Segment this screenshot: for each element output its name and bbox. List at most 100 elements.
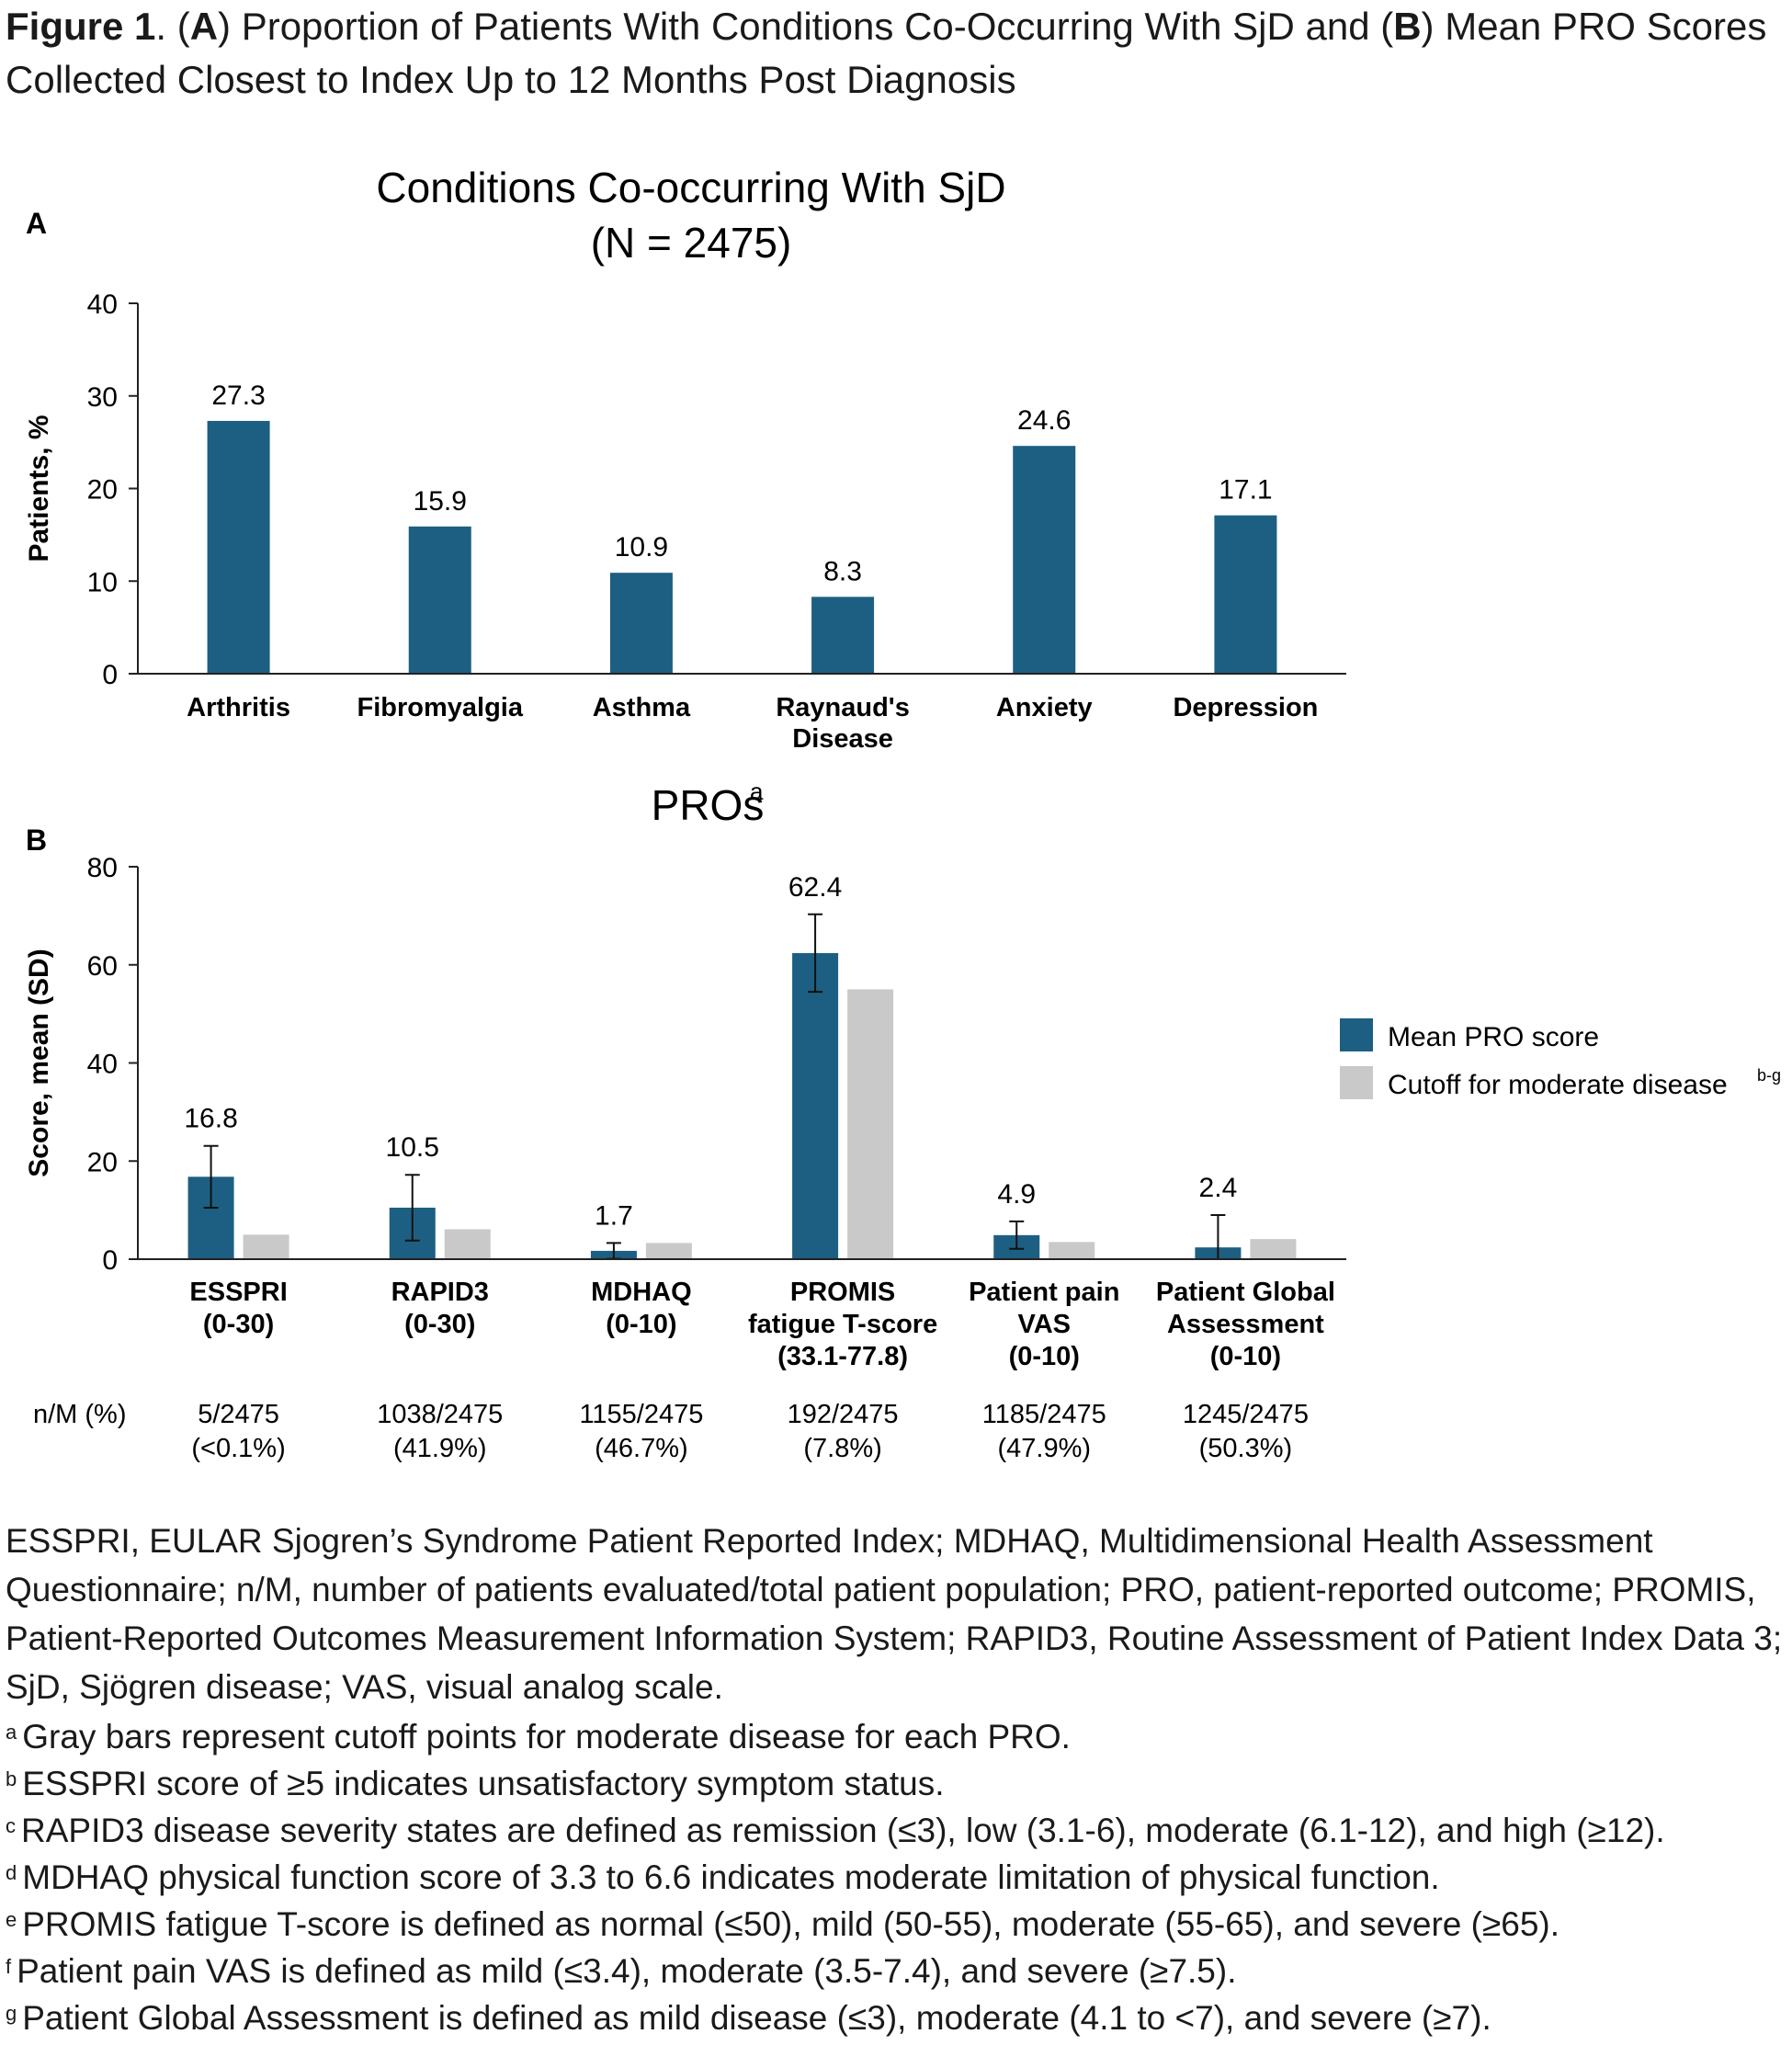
bar-cutoff <box>1250 1239 1297 1259</box>
y-tick-label: 20 <box>87 475 118 506</box>
panel-label: B <box>26 824 47 857</box>
chart-title-superscript: a <box>750 778 764 805</box>
footnote-mark: f <box>6 1955 12 1978</box>
y-axis-label: Score, mean (SD) <box>24 949 54 1176</box>
figure-title: Figure 1. (A) Proportion of Patients Wit… <box>6 0 1779 107</box>
footnote-mark: a <box>6 1721 17 1744</box>
x-tick-label: (0-30) <box>404 1310 475 1339</box>
x-tick-label: Patient pain <box>969 1278 1119 1307</box>
nm-percent: (46.7%) <box>595 1434 688 1463</box>
footnote-text: RAPID3 disease severity states are defin… <box>21 1812 1665 1849</box>
bar-value-label: 4.9 <box>997 1179 1036 1210</box>
bar-value-label: 10.9 <box>615 532 668 562</box>
y-tick-label: 40 <box>87 1050 118 1080</box>
nm-value: 1185/2475 <box>982 1400 1106 1429</box>
part-a-marker: A <box>189 5 219 48</box>
x-tick-label: Patient Global <box>1156 1278 1335 1307</box>
y-tick-label: 30 <box>87 382 118 413</box>
footnote-text: ESSPRI score of ≥5 indicates unsatisfact… <box>22 1765 945 1802</box>
abbreviations-text: ESSPRI, EULAR Sjogren’s Syndrome Patient… <box>6 1522 1783 1706</box>
nm-value: 1038/2475 <box>377 1400 503 1429</box>
bar <box>811 597 875 674</box>
legend-label-superscript: b-g <box>1757 1066 1781 1085</box>
nm-percent: (<0.1%) <box>191 1434 285 1463</box>
bar-value-label: 24.6 <box>1017 405 1071 436</box>
x-tick-label: Anxiety <box>996 693 1093 722</box>
x-tick-label: PROMIS <box>790 1278 895 1307</box>
bar-cutoff <box>847 989 894 1259</box>
bar <box>207 420 270 674</box>
bar <box>609 573 673 674</box>
bar <box>1214 515 1277 674</box>
nm-percent: (47.9%) <box>997 1434 1091 1463</box>
bar-value-label: 16.8 <box>184 1104 237 1134</box>
footnote-text: PROMIS fatigue T-score is defined as nor… <box>22 1905 1560 1943</box>
footnote-mark: e <box>6 1908 17 1931</box>
legend-label-cutoff: Cutoff for moderate disease <box>1388 1070 1728 1100</box>
bar-cutoff <box>645 1243 692 1259</box>
footnote-text: Gray bars represent cutoff points for mo… <box>22 1718 1071 1756</box>
footnote-text: Patient Global Assessment is defined as … <box>22 1999 1491 2037</box>
nm-value: 5/2475 <box>198 1400 279 1429</box>
footnote: d MDHAQ physical function score of 3.3 to… <box>6 1852 1784 1899</box>
bar-cutoff <box>243 1234 289 1259</box>
x-tick-label: RAPID3 <box>391 1278 489 1307</box>
y-tick-label: 0 <box>102 660 118 690</box>
footnote-text: Patient pain VAS is defined as mild (≤3.… <box>17 1952 1237 1990</box>
bar-mean <box>792 952 839 1259</box>
bar-value-label: 27.3 <box>211 381 265 411</box>
y-axis-label: Patients, % <box>24 415 54 562</box>
nm-percent: (41.9%) <box>393 1434 487 1463</box>
footnote: g Patient Global Assessment is defined as… <box>6 1993 1784 2040</box>
bar-value-label: 1.7 <box>595 1200 633 1231</box>
nm-value: 1245/2475 <box>1183 1400 1309 1429</box>
bar-value-label: 8.3 <box>823 556 862 586</box>
x-tick-label: (0-10) <box>1210 1342 1281 1371</box>
nm-value: 192/2475 <box>788 1400 899 1429</box>
y-tick-label: 80 <box>87 853 118 883</box>
y-tick-label: 60 <box>87 951 118 982</box>
nm-percent: (50.3%) <box>1199 1434 1293 1463</box>
x-tick-label: VAS <box>1018 1310 1071 1339</box>
footnote-mark: d <box>6 1861 17 1884</box>
footnote: a Gray bars represent cutoff points for m… <box>6 1711 1784 1758</box>
bar-value-label: 15.9 <box>414 486 467 517</box>
bar-cutoff <box>444 1229 491 1259</box>
footnote-text: MDHAQ physical function score of 3.3 to … <box>22 1858 1440 1896</box>
footnotes-list: a Gray bars represent cutoff points for m… <box>6 1711 1784 2040</box>
figure-label: Figure 1 <box>6 5 156 48</box>
x-tick-label: Depression <box>1173 693 1318 722</box>
nm-row-label: n/M (%) <box>33 1400 127 1429</box>
y-tick-label: 10 <box>87 567 118 597</box>
bar-value-label: 10.5 <box>386 1132 439 1163</box>
bar <box>408 526 471 674</box>
x-tick-label: Fibromyalgia <box>357 693 524 722</box>
x-tick-label: (0-30) <box>203 1310 274 1339</box>
footnote: c RAPID3 disease severity states are defi… <box>6 1805 1784 1852</box>
x-tick-label: fatigue T-score <box>748 1310 937 1339</box>
bar-value-label: 2.4 <box>1199 1173 1238 1203</box>
x-tick-label: Disease <box>792 724 893 754</box>
legend-swatch-cutoff <box>1340 1066 1373 1099</box>
bar-value-label: 62.4 <box>788 872 842 903</box>
bar-cutoff <box>1049 1242 1095 1259</box>
footnote-mark: g <box>6 2002 17 2025</box>
figure-charts: A Conditions Co-occurring With SjD (N = 24… <box>24 164 1781 1463</box>
x-tick-label: Arthritis <box>187 693 290 722</box>
part-b-marker: B <box>1393 5 1422 48</box>
footnote: f Patient pain VAS is defined as mild (≤3… <box>6 1946 1784 1993</box>
bar-value-label: 17.1 <box>1219 475 1272 506</box>
nm-value: 1155/2475 <box>579 1400 703 1429</box>
x-tick-label: (0-10) <box>606 1310 676 1339</box>
title-segment: ) Mean PRO Scores Collected Closest to I… <box>6 5 1767 101</box>
x-tick-label: Raynaud's <box>776 693 910 722</box>
bar <box>1013 446 1076 674</box>
footnote-mark: b <box>6 1767 17 1790</box>
footnote: b ESSPRI score of ≥5 indicates unsatisfac… <box>6 1758 1784 1805</box>
y-tick-label: 40 <box>87 290 118 320</box>
x-tick-label: Asthma <box>593 693 691 722</box>
chart-title: PROs <box>652 781 765 829</box>
footnote-mark: c <box>6 1814 16 1837</box>
title-segment: ) Proportion of Patients With Conditions… <box>218 5 1394 48</box>
x-tick-label: Assessment <box>1167 1310 1324 1339</box>
